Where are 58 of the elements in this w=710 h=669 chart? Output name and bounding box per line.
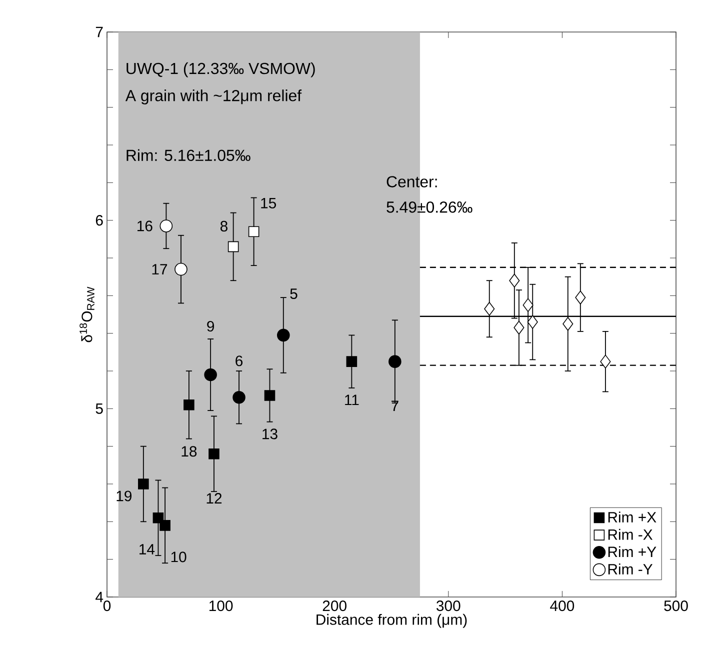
annotation: 8 <box>220 220 228 232</box>
point <box>600 354 611 368</box>
x-tick-label: 500 <box>664 600 688 612</box>
x-tick-label: 200 <box>322 600 346 612</box>
annotation: 9 <box>207 320 214 332</box>
annotation: 11 <box>345 394 359 406</box>
point <box>184 399 194 410</box>
annotation: Center: <box>386 176 437 188</box>
annotation: 7 <box>392 400 398 412</box>
legend-label: Rim -Y <box>608 564 653 574</box>
legend-label: Rim +Y <box>608 546 656 558</box>
point <box>346 356 358 367</box>
x-tick-label: 400 <box>550 600 574 612</box>
annotation: 12 <box>206 493 222 504</box>
point <box>208 448 220 460</box>
annotation: 10 <box>171 552 186 562</box>
point <box>160 220 173 232</box>
point <box>160 520 170 531</box>
x-axis-title: Distance from rim (μm) <box>316 614 467 628</box>
point <box>522 298 534 312</box>
y-tick-label: 7 <box>96 26 103 38</box>
point <box>575 290 586 304</box>
y-axis-title: δ$^{18}$O$_{RAW}$ <box>80 286 94 342</box>
annotation: 17 <box>152 264 168 274</box>
legend-label: Rim +X <box>608 512 656 522</box>
point <box>514 320 524 335</box>
x-tick-label: 0 <box>103 600 111 612</box>
point <box>228 241 239 252</box>
annotation: 18 <box>182 446 197 457</box>
point <box>527 315 538 329</box>
annotation: 6 <box>236 356 243 366</box>
y-tick-label: 4 <box>96 592 104 602</box>
annotation: 19 <box>116 490 132 502</box>
x-tick-label: 100 <box>209 600 233 612</box>
point <box>388 355 402 368</box>
annotation: 15 <box>261 198 276 208</box>
point <box>264 390 276 401</box>
annotation: Rim: 5.16±1.05‰ <box>126 149 250 162</box>
annotation: 14 <box>140 544 155 554</box>
point <box>562 317 574 331</box>
annotation: UWQ-1 (12.33‰ VSMOW) <box>126 62 315 78</box>
point <box>484 302 495 316</box>
point <box>174 262 188 276</box>
point <box>276 328 290 342</box>
y-tick-label: 5 <box>96 403 103 414</box>
point <box>138 478 149 490</box>
annotation: 5.49±0.26‰ <box>386 201 472 213</box>
annotation: A grain with ~12μm relief <box>125 90 302 104</box>
annotation: 16 <box>138 220 152 232</box>
legend-label: Rim -X <box>608 528 653 540</box>
x-tick-label: 300 <box>436 600 460 612</box>
point <box>248 226 260 238</box>
annotation: 5 <box>290 288 298 299</box>
annotation: 13 <box>262 428 278 440</box>
point <box>232 390 246 404</box>
y-tick-label: 6 <box>96 215 103 226</box>
point <box>509 274 520 288</box>
point <box>204 368 217 382</box>
